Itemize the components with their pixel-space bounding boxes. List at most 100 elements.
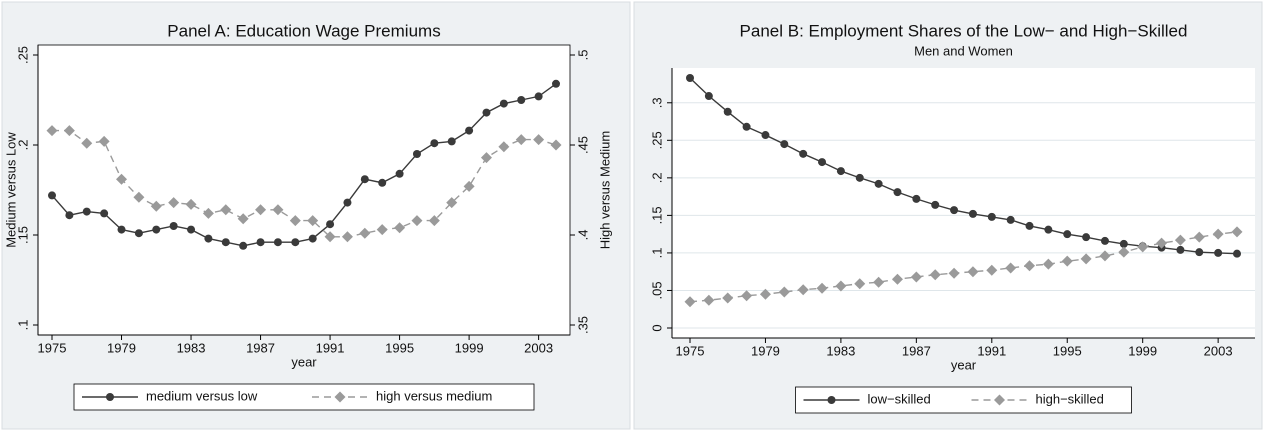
data-point — [910, 271, 922, 283]
data-point — [1044, 225, 1053, 234]
data-point — [780, 140, 789, 149]
data-point — [46, 125, 58, 137]
legend-label: high−skilled — [1036, 391, 1104, 406]
x-tick-label: 1983 — [826, 343, 855, 358]
data-point — [891, 273, 903, 285]
data-point — [854, 278, 866, 290]
data-point — [818, 158, 827, 167]
data-point — [1193, 231, 1205, 243]
x-tick-label: 1979 — [751, 343, 780, 358]
y-tick-label: .2 — [15, 140, 30, 151]
data-point — [1024, 260, 1036, 272]
data-point — [1005, 262, 1017, 274]
x-tick-label: 2003 — [524, 340, 553, 355]
data-point — [1176, 245, 1185, 254]
x-tick-label: 1995 — [1053, 343, 1082, 358]
data-point — [498, 141, 510, 153]
data-point — [447, 137, 456, 146]
y2-tick-label: .45 — [575, 136, 590, 154]
legend-marker — [994, 394, 1005, 406]
data-point — [550, 139, 562, 151]
legend-label: high versus medium — [376, 388, 492, 403]
data-point — [1025, 221, 1034, 230]
y-tick-label: .25 — [649, 131, 664, 149]
legend-label: medium versus low — [146, 388, 258, 403]
data-point — [1156, 237, 1168, 249]
data-point — [950, 206, 959, 215]
y-tick-label: .25 — [15, 46, 30, 64]
data-point — [835, 280, 847, 292]
data-point — [1042, 258, 1054, 270]
y2-tick-label: .4 — [575, 230, 590, 241]
x-tick-label: 1991 — [977, 343, 1006, 358]
data-point — [703, 294, 715, 306]
data-point — [874, 179, 883, 188]
data-point — [394, 222, 406, 234]
data-point — [117, 225, 126, 234]
data-point — [816, 282, 828, 294]
data-point — [929, 269, 941, 281]
data-point — [430, 139, 439, 148]
data-point — [291, 238, 300, 247]
x-tick-label: 1983 — [177, 340, 206, 355]
data-point — [48, 191, 56, 200]
data-point — [116, 173, 128, 185]
data-point — [150, 200, 162, 212]
data-point — [98, 135, 110, 147]
plot-area — [37, 44, 571, 336]
data-point — [395, 169, 404, 178]
data-point — [428, 215, 440, 227]
data-point — [533, 134, 545, 146]
data-point — [855, 173, 864, 182]
x-axis-label: year — [291, 354, 317, 369]
data-point — [704, 92, 713, 101]
data-point — [1137, 241, 1149, 253]
data-point — [797, 284, 809, 296]
data-point — [1006, 215, 1015, 224]
x-tick-label: 1995 — [385, 340, 414, 355]
data-point — [465, 126, 474, 135]
data-point — [341, 231, 353, 243]
data-point — [931, 200, 940, 209]
data-point — [968, 209, 977, 218]
y2-tick-label: .35 — [575, 316, 590, 334]
x-tick-label: 1975 — [38, 340, 67, 355]
data-point — [686, 74, 694, 82]
legend-marker — [334, 391, 346, 403]
y-axis-label: Medium versus Low — [3, 132, 18, 248]
x-tick-label: 1987 — [902, 343, 931, 358]
data-point — [1061, 255, 1073, 267]
data-point — [799, 149, 808, 158]
data-point — [534, 92, 543, 101]
data-point — [81, 137, 93, 149]
y-tick-label: .1 — [649, 248, 664, 259]
data-point — [986, 264, 998, 276]
data-point — [446, 197, 458, 209]
x-tick-label: 1979 — [107, 340, 136, 355]
data-point — [1214, 248, 1223, 257]
data-point — [411, 215, 423, 227]
data-point — [324, 231, 336, 243]
data-point — [308, 234, 317, 243]
legend-marker — [106, 393, 114, 401]
data-point — [517, 96, 526, 104]
data-point — [742, 122, 751, 131]
data-point — [289, 215, 301, 227]
data-point — [152, 225, 161, 234]
data-point — [221, 238, 230, 247]
y-tick-label: .3 — [649, 97, 664, 108]
chart-subtitle: Men and Women — [914, 43, 1013, 58]
data-point — [82, 207, 91, 216]
data-point — [1212, 228, 1224, 240]
data-point — [256, 238, 265, 247]
data-point — [359, 227, 371, 239]
legend-marker — [827, 396, 836, 404]
data-point — [273, 238, 282, 247]
data-point — [1099, 250, 1111, 262]
chart-title: Panel A: Education Wage Premiums — [167, 21, 440, 40]
data-point — [552, 79, 560, 88]
data-point — [185, 198, 197, 210]
data-point — [237, 213, 249, 225]
data-point — [134, 229, 143, 238]
